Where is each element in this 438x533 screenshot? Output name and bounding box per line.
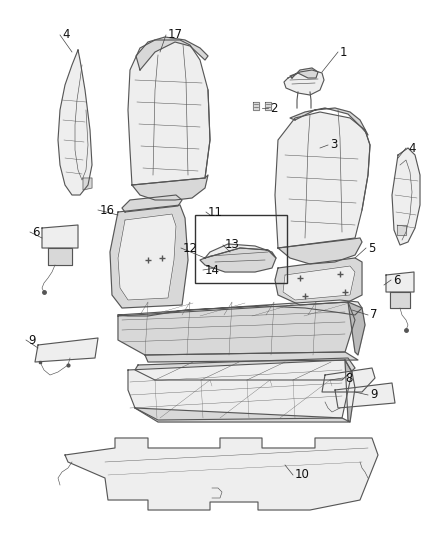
Polygon shape	[135, 408, 350, 422]
Text: 9: 9	[370, 389, 378, 401]
Polygon shape	[58, 50, 92, 195]
Polygon shape	[290, 108, 368, 135]
Polygon shape	[118, 300, 362, 316]
Text: 6: 6	[32, 225, 39, 238]
Polygon shape	[48, 248, 72, 265]
Text: 2: 2	[270, 101, 278, 115]
Polygon shape	[205, 244, 276, 258]
Text: 17: 17	[168, 28, 183, 42]
Text: 12: 12	[183, 241, 198, 254]
Polygon shape	[390, 292, 410, 308]
Polygon shape	[322, 368, 375, 392]
Polygon shape	[128, 360, 352, 420]
Text: 10: 10	[295, 469, 310, 481]
Polygon shape	[335, 383, 395, 408]
Polygon shape	[128, 40, 210, 185]
Polygon shape	[145, 352, 358, 362]
Polygon shape	[135, 358, 355, 380]
Text: 4: 4	[62, 28, 70, 42]
Polygon shape	[253, 102, 259, 110]
Polygon shape	[118, 214, 176, 300]
Polygon shape	[132, 175, 208, 200]
Text: 13: 13	[225, 238, 240, 252]
Polygon shape	[118, 302, 355, 355]
Text: 9: 9	[28, 334, 35, 346]
Polygon shape	[122, 195, 182, 212]
Polygon shape	[265, 102, 271, 110]
Text: 3: 3	[330, 139, 337, 151]
Text: 5: 5	[368, 241, 375, 254]
Text: 16: 16	[100, 204, 115, 216]
Polygon shape	[65, 438, 378, 510]
Text: 7: 7	[370, 309, 378, 321]
Polygon shape	[397, 225, 406, 235]
Polygon shape	[83, 178, 92, 190]
Text: 8: 8	[345, 372, 353, 384]
Polygon shape	[136, 37, 208, 70]
Polygon shape	[290, 68, 318, 78]
Polygon shape	[345, 360, 355, 422]
Polygon shape	[275, 112, 370, 248]
Polygon shape	[278, 238, 362, 264]
Text: 4: 4	[408, 141, 416, 155]
Text: 6: 6	[393, 273, 400, 287]
Bar	[195, 215, 287, 283]
Polygon shape	[110, 205, 188, 308]
Polygon shape	[348, 302, 365, 355]
Polygon shape	[392, 148, 420, 245]
Polygon shape	[386, 272, 414, 292]
Polygon shape	[35, 338, 98, 362]
Text: 14: 14	[205, 263, 220, 277]
Polygon shape	[42, 225, 78, 248]
Polygon shape	[284, 70, 324, 95]
Text: 11: 11	[208, 206, 223, 219]
Polygon shape	[275, 258, 362, 305]
Polygon shape	[200, 248, 276, 272]
Text: 1: 1	[340, 45, 347, 59]
Polygon shape	[283, 266, 355, 300]
